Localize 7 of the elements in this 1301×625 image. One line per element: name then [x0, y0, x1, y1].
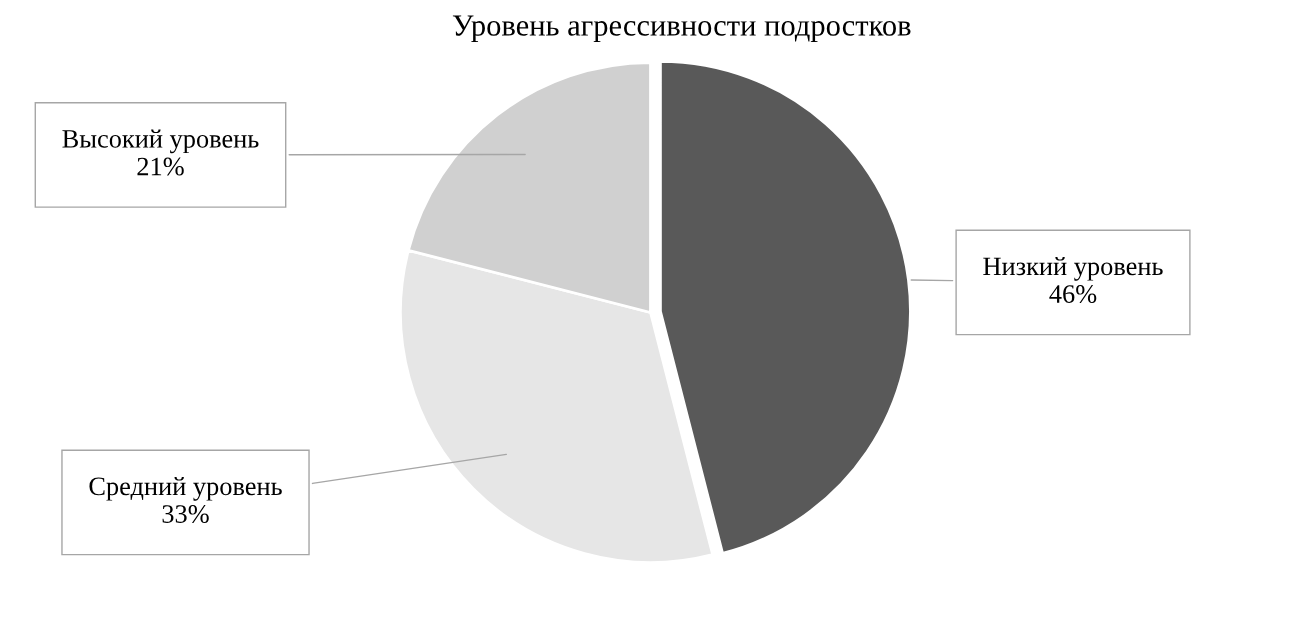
data-label: 21%: [137, 157, 184, 176]
data-label: 33%: [162, 505, 209, 523]
chart-title: Уровень агрессивности подростков: [452, 15, 911, 42]
data-label: 46%: [1049, 285, 1097, 303]
slice-label: Средний уровень: [89, 476, 282, 501]
slice-label: Низкий уровень: [983, 256, 1163, 281]
slice-label: Высокий уровень: [62, 129, 259, 154]
